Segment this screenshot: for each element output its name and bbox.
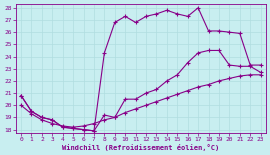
X-axis label: Windchill (Refroidissement éolien,°C): Windchill (Refroidissement éolien,°C) [62, 144, 220, 151]
